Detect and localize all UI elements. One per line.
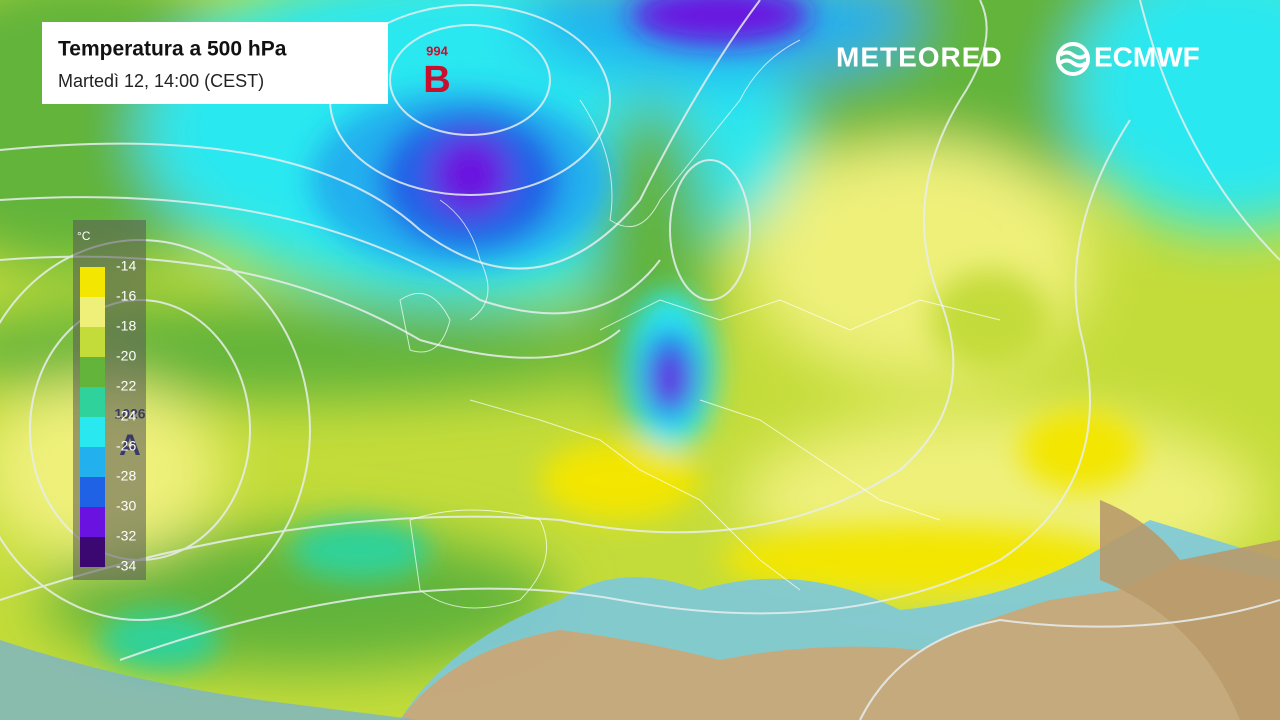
ecmwf-icon [1056, 42, 1090, 76]
legend-label: -18 [116, 318, 136, 334]
legend-swatch [80, 537, 105, 567]
legend-swatch [80, 387, 105, 417]
legend-label: -32 [116, 528, 136, 544]
legend-swatch [80, 507, 105, 537]
legend-label: -28 [116, 468, 136, 484]
legend-label: -14 [116, 258, 136, 274]
legend-unit: °C [77, 229, 91, 243]
legend-label: -34 [116, 558, 136, 574]
legend-label: -26 [116, 438, 136, 454]
legend: °C -14 -16 -18 -20 -22 -24 -26 -28 -30 -32 -34 [73, 220, 146, 580]
brand-logo: METEORED [836, 41, 1003, 72]
pressure-value: 994 [426, 43, 448, 58]
legend-swatch [80, 417, 105, 447]
model-logo: ECMWF [1094, 41, 1200, 72]
legend-label: -24 [116, 408, 136, 424]
pressure-letter: B [423, 59, 450, 101]
legend-swatch [80, 477, 105, 507]
title-box [42, 22, 388, 104]
legend-swatch [80, 327, 105, 357]
legend-swatch [80, 297, 105, 327]
legend-label: -16 [116, 288, 136, 304]
borders [399, 39, 1001, 609]
legend-label: -22 [116, 378, 136, 394]
legend-swatch [80, 357, 105, 387]
legend-label: -20 [116, 348, 136, 364]
subtitle: Martedì 12, 14:00 (CEST) [58, 71, 264, 91]
sea-and-land [0, 500, 1280, 720]
title: Temperatura a 500 hPa [58, 38, 287, 61]
legend-swatch [80, 267, 105, 297]
legend-swatch [80, 447, 105, 477]
legend-label: -30 [116, 498, 136, 514]
